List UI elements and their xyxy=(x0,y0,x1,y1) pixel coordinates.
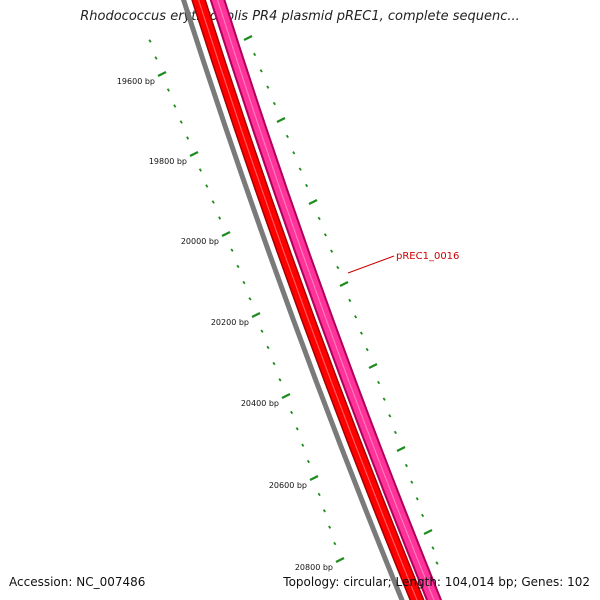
minor-tick xyxy=(336,265,340,270)
minor-tick xyxy=(328,525,332,529)
minor-tick xyxy=(382,397,386,401)
minor-tick xyxy=(253,52,257,57)
minor-tick xyxy=(317,216,321,221)
plasmid-backbone xyxy=(180,0,405,600)
tick-label: 20800 bp xyxy=(295,563,333,572)
minor-tick xyxy=(198,168,202,172)
reverse-gene-track[interactable] xyxy=(211,0,440,600)
minor-tick xyxy=(317,492,321,497)
minor-tick xyxy=(236,264,240,269)
minor-tick xyxy=(173,104,177,108)
minor-tick xyxy=(377,380,381,385)
major-tick xyxy=(339,281,349,287)
minor-tick xyxy=(431,546,435,550)
minor-tick xyxy=(205,184,209,188)
minor-tick xyxy=(415,497,419,501)
minor-tick xyxy=(166,88,170,92)
minor-tick xyxy=(292,151,296,155)
forward-gene-track[interactable] xyxy=(192,0,423,600)
minor-tick xyxy=(359,331,363,335)
tick-label: 19800 bp xyxy=(149,157,187,166)
gene-leader-line xyxy=(347,255,395,274)
forward-gene-highlight xyxy=(197,0,418,600)
major-tick xyxy=(276,117,286,123)
tick-label: 20000 bp xyxy=(181,237,219,246)
tick-label: 19600 bp xyxy=(117,77,155,86)
minor-tick xyxy=(330,249,334,253)
minor-tick xyxy=(290,410,294,415)
minor-tick xyxy=(305,183,309,188)
major-tick xyxy=(309,475,319,481)
minor-tick xyxy=(179,120,183,124)
minor-tick xyxy=(259,69,263,73)
minor-tick xyxy=(333,541,337,546)
tick-marks xyxy=(148,35,439,565)
minor-tick xyxy=(148,39,152,43)
gene-label-pREC1-0016[interactable]: pREC1_0016 xyxy=(396,251,459,262)
major-tick xyxy=(368,363,378,369)
minor-tick xyxy=(298,167,302,171)
minor-tick xyxy=(435,561,439,565)
gene-labels: pREC1_0016 xyxy=(347,251,459,274)
major-tick xyxy=(281,393,291,399)
minor-tick xyxy=(285,134,289,139)
minor-tick xyxy=(186,136,190,140)
topology-summary: Topology: circular; Length: 104,014 bp; … xyxy=(283,575,590,589)
major-tick xyxy=(308,199,318,205)
tick-label: 20200 bp xyxy=(211,318,249,327)
minor-tick xyxy=(266,85,270,89)
minor-tick xyxy=(323,233,327,237)
tick-label: 20600 bp xyxy=(269,481,307,490)
major-tick xyxy=(396,446,406,452)
major-tick xyxy=(221,231,231,237)
minor-tick xyxy=(218,216,222,220)
major-tick xyxy=(251,312,261,318)
minor-tick xyxy=(348,298,352,303)
minor-tick xyxy=(154,56,158,60)
minor-tick xyxy=(306,459,310,464)
minor-tick xyxy=(365,347,369,352)
minor-tick xyxy=(301,443,305,447)
minor-tick xyxy=(295,427,299,431)
major-tick xyxy=(423,529,433,535)
major-tick xyxy=(243,35,253,41)
reverse-gene-highlight xyxy=(216,0,435,600)
tick-labels: 19600 bp 19800 bp 20000 bp 20200 bp 20400 bp… xyxy=(117,77,333,572)
minor-tick xyxy=(248,297,252,301)
major-tick xyxy=(189,151,199,157)
minor-tick xyxy=(410,480,414,484)
minor-tick xyxy=(393,430,397,435)
minor-tick xyxy=(388,414,392,418)
minor-tick xyxy=(354,315,358,319)
minor-tick xyxy=(260,329,264,333)
major-tick xyxy=(335,557,345,563)
major-tick xyxy=(157,71,167,77)
minor-tick xyxy=(404,463,408,468)
minor-tick xyxy=(266,345,270,350)
minor-tick xyxy=(230,248,234,252)
minor-tick xyxy=(272,101,276,106)
minor-tick xyxy=(278,378,282,382)
minor-tick xyxy=(272,361,276,366)
accession-text: Accession: NC_007486 xyxy=(9,575,146,589)
minor-tick xyxy=(421,513,425,518)
tick-label: 20400 bp xyxy=(241,399,279,408)
minor-tick xyxy=(322,509,326,513)
minor-tick xyxy=(211,200,215,204)
minor-tick xyxy=(242,280,246,285)
gene-tracks xyxy=(180,0,443,600)
